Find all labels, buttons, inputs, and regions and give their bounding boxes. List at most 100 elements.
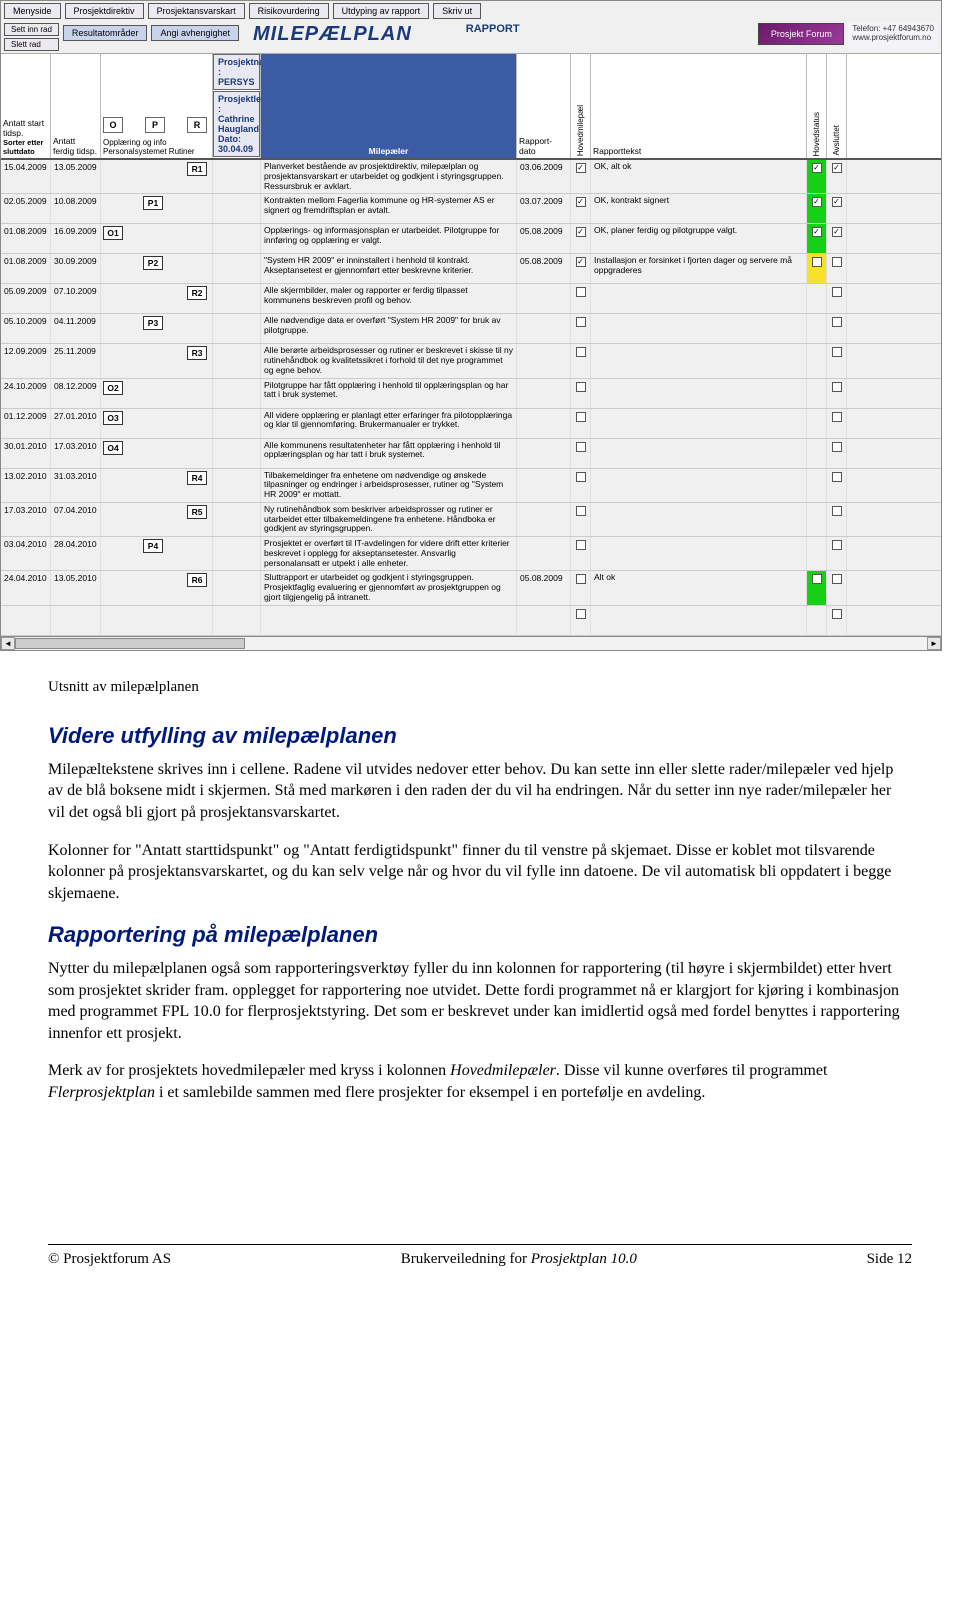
hdr-hovedstatus: Hovedstatus [807, 54, 827, 158]
checkbox-avsluttet[interactable] [832, 506, 842, 516]
checkbox-hovedmilepael[interactable] [576, 163, 586, 173]
cell-ferdig: 04.11.2009 [51, 314, 101, 343]
cell-spacer [213, 537, 261, 570]
checkbox-hovedmilepael[interactable] [576, 574, 586, 584]
checkbox-hovedmilepael[interactable] [576, 197, 586, 207]
banner-title: MILEPÆLPLAN [253, 23, 412, 51]
hdr-rapporttekst: Rapporttekst [591, 54, 807, 158]
hdr-rapport-dato: Rapport-dato [517, 54, 571, 158]
checkbox-avsluttet[interactable] [832, 472, 842, 482]
checkbox-avsluttet[interactable] [832, 317, 842, 327]
top-button-row: Menyside Prosjektdirektiv Prosjektansvar… [1, 1, 941, 21]
milestone-box[interactable]: O3 [103, 411, 123, 425]
project-name: Prosjektnavn : PERSYS [213, 54, 260, 90]
checkbox-hovedstatus[interactable] [812, 227, 822, 237]
horizontal-scrollbar[interactable]: ◄ ► [1, 636, 941, 650]
cell-spacer [213, 503, 261, 536]
milestone-box[interactable]: P2 [143, 256, 163, 270]
checkbox-avsluttet[interactable] [832, 287, 842, 297]
cell-ferdig: 07.04.2010 [51, 503, 101, 536]
btn-angi-avhengighet[interactable]: Angi avhengighet [151, 25, 239, 41]
btn-prosjektdirektiv[interactable]: Prosjektdirektiv [65, 3, 144, 19]
btn-utdyping[interactable]: Utdyping av rapport [333, 3, 430, 19]
cell-rapporttekst [591, 537, 807, 570]
cell-rapport-dato [517, 469, 571, 502]
cell-milestone: O1 [101, 224, 213, 253]
checkbox-hovedstatus[interactable] [812, 574, 822, 584]
milestone-box[interactable]: O4 [103, 441, 123, 455]
checkbox-hovedmilepael[interactable] [576, 287, 586, 297]
checkbox-avsluttet[interactable] [832, 382, 842, 392]
checkbox-avsluttet[interactable] [832, 442, 842, 452]
checkbox-hovedmilepael[interactable] [576, 506, 586, 516]
cell-rapport-dato: 03.07.2009 [517, 194, 571, 223]
checkbox-avsluttet[interactable] [832, 163, 842, 173]
checkbox-hovedmilepael[interactable] [576, 347, 586, 357]
cell-rapport-dato [517, 537, 571, 570]
milestone-box[interactable]: R6 [187, 573, 207, 587]
checkbox-avsluttet[interactable] [832, 574, 842, 584]
milestone-box[interactable]: P4 [143, 539, 163, 553]
checkbox-hovedmilepael[interactable] [576, 472, 586, 482]
checkbox-hovedmilepael[interactable] [576, 609, 586, 619]
checkbox-avsluttet[interactable] [832, 412, 842, 422]
cell-start: 13.02.2010 [1, 469, 51, 502]
milestone-box[interactable]: O2 [103, 381, 123, 395]
cell-rapport-dato: 05.08.2009 [517, 571, 571, 604]
cell-rapporttekst: OK, kontrakt signert [591, 194, 807, 223]
checkbox-avsluttet[interactable] [832, 540, 842, 550]
cell-rapport-dato: 03.06.2009 [517, 160, 571, 193]
checkbox-hovedmilepael[interactable] [576, 317, 586, 327]
checkbox-hovedmilepael[interactable] [576, 227, 586, 237]
cell-hovedmilepael [571, 254, 591, 283]
milestone-box[interactable]: R2 [187, 286, 207, 300]
checkbox-hovedmilepael[interactable] [576, 540, 586, 550]
checkbox-hovedmilepael[interactable] [576, 442, 586, 452]
cell-hovedmilepael [571, 314, 591, 343]
cell-milepael-text: Sluttrapport er utarbeidet og godkjent i… [261, 571, 517, 604]
checkbox-avsluttet[interactable] [832, 609, 842, 619]
hdr-p: P [145, 117, 165, 133]
btn-resultatomraader[interactable]: Resultatområder [63, 25, 148, 41]
btn-prosjektansvarskart[interactable]: Prosjektansvarskart [148, 3, 245, 19]
checkbox-hovedstatus[interactable] [812, 257, 822, 267]
checkbox-avsluttet[interactable] [832, 197, 842, 207]
milestone-box[interactable]: P1 [143, 196, 163, 210]
btn-menyside[interactable]: Menyside [4, 3, 61, 19]
milestone-box[interactable]: R3 [187, 346, 207, 360]
btn-slett-rad[interactable]: Slett rad [4, 38, 59, 51]
cell-ferdig: 30.09.2009 [51, 254, 101, 283]
cell-milepael-text: Alle nødvendige data er overført "System… [261, 314, 517, 343]
checkbox-hovedmilepael[interactable] [576, 412, 586, 422]
btn-sett-inn-rad[interactable]: Sett inn rad [4, 23, 59, 36]
cell-spacer [213, 571, 261, 604]
cell-ferdig: 13.05.2010 [51, 571, 101, 604]
checkbox-hovedstatus[interactable] [812, 197, 822, 207]
table-header: Antatt start tidsp. Sorter etter sluttda… [1, 53, 941, 160]
scroll-right-icon[interactable]: ► [927, 637, 941, 650]
milestone-box[interactable]: P3 [143, 316, 163, 330]
cell-spacer [213, 194, 261, 223]
cell-rapport-dato: 05.08.2009 [517, 224, 571, 253]
checkbox-hovedmilepael[interactable] [576, 257, 586, 267]
milestone-box[interactable]: R4 [187, 471, 207, 485]
checkbox-avsluttet[interactable] [832, 347, 842, 357]
btn-skriv-ut[interactable]: Skriv ut [433, 3, 481, 19]
milestone-box[interactable]: O1 [103, 226, 123, 240]
cell-hovedmilepael [571, 194, 591, 223]
cell-ferdig: 16.09.2009 [51, 224, 101, 253]
cell-hovedmilepael [571, 439, 591, 468]
milestone-box[interactable]: R1 [187, 162, 207, 176]
cell-ferdig: 08.12.2009 [51, 379, 101, 408]
btn-risikovurdering[interactable]: Risikovurdering [249, 3, 329, 19]
checkbox-avsluttet[interactable] [832, 227, 842, 237]
checkbox-avsluttet[interactable] [832, 257, 842, 267]
cell-start: 12.09.2009 [1, 344, 51, 377]
checkbox-hovedstatus[interactable] [812, 163, 822, 173]
cell-hovedstatus [807, 224, 827, 253]
scroll-left-icon[interactable]: ◄ [1, 637, 15, 650]
scroll-thumb[interactable] [15, 638, 245, 649]
cell-hovedstatus [807, 344, 827, 377]
milestone-box[interactable]: R5 [187, 505, 207, 519]
checkbox-hovedmilepael[interactable] [576, 382, 586, 392]
